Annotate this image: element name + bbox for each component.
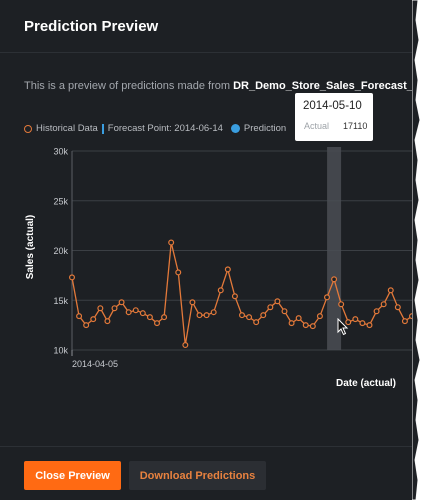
legend-historical[interactable]: Historical Data bbox=[36, 123, 98, 134]
historical-legend-icon bbox=[24, 124, 32, 133]
data-point[interactable] bbox=[345, 319, 352, 326]
data-point[interactable] bbox=[111, 305, 118, 312]
data-point[interactable] bbox=[139, 310, 146, 317]
data-point[interactable] bbox=[76, 313, 83, 320]
data-point[interactable] bbox=[260, 312, 267, 319]
data-point[interactable] bbox=[154, 320, 161, 327]
historical-data-points bbox=[68, 239, 416, 349]
data-point[interactable] bbox=[253, 319, 260, 326]
x-axis-label: Date (actual) bbox=[336, 378, 396, 389]
chart-legend: Historical Data Forecast Point: 2014-06-… bbox=[24, 123, 286, 134]
data-point[interactable] bbox=[68, 274, 75, 281]
prediction-legend-icon bbox=[230, 124, 240, 133]
data-point[interactable] bbox=[359, 320, 366, 327]
data-point[interactable] bbox=[189, 299, 196, 306]
data-point[interactable] bbox=[288, 320, 295, 327]
data-point[interactable] bbox=[352, 316, 359, 323]
sales-line-chart[interactable]: 10k 15k 20k 25k 30k 2014-04-05 Sales (actual… bbox=[0, 140, 416, 400]
data-point[interactable] bbox=[168, 239, 175, 246]
forecast-point-legend-icon bbox=[101, 123, 104, 134]
footer-divider bbox=[0, 446, 416, 447]
data-point[interactable] bbox=[224, 266, 231, 273]
data-point[interactable] bbox=[90, 316, 97, 323]
data-point[interactable] bbox=[309, 323, 316, 330]
chart-tooltip: 2014-05-10 Actual 17110 bbox=[295, 93, 373, 141]
data-point[interactable] bbox=[203, 312, 210, 319]
data-point[interactable] bbox=[267, 304, 274, 311]
mouse-pointer-icon bbox=[337, 318, 349, 336]
description-prefix: This is a preview of predictions made fr… bbox=[24, 80, 234, 92]
data-point[interactable] bbox=[97, 305, 104, 312]
description-source-name: DR_Demo_Store_Sales_Forecast_Pre bbox=[233, 80, 416, 92]
y-tick-label: 15k bbox=[53, 296, 68, 306]
data-point[interactable] bbox=[295, 315, 302, 322]
y-tick-label: 30k bbox=[53, 147, 68, 157]
dialog-title: Prediction Preview bbox=[24, 18, 159, 35]
y-tick-label: 10k bbox=[53, 346, 68, 356]
data-point[interactable] bbox=[246, 314, 253, 321]
data-point[interactable] bbox=[83, 322, 90, 329]
data-point[interactable] bbox=[331, 276, 338, 283]
data-point[interactable] bbox=[182, 342, 189, 349]
data-point[interactable] bbox=[118, 299, 125, 306]
data-point[interactable] bbox=[324, 294, 331, 301]
y-axis-label: Sales (actual) bbox=[25, 215, 36, 279]
y-tick-label: 20k bbox=[53, 246, 68, 256]
historical-data-line bbox=[71, 242, 413, 346]
y-axis-ticks: 10k 15k 20k 25k 30k bbox=[53, 147, 68, 356]
data-point[interactable] bbox=[231, 293, 238, 300]
data-point[interactable] bbox=[210, 309, 217, 316]
legend-forecast-point[interactable]: Forecast Point: 2014-06-14 bbox=[107, 123, 223, 134]
data-point[interactable] bbox=[302, 322, 309, 329]
x-axis-ticks: 2014-04-05 bbox=[71, 350, 118, 369]
hover-highlight-band bbox=[327, 147, 342, 350]
data-point[interactable] bbox=[125, 309, 132, 316]
data-point[interactable] bbox=[146, 314, 153, 321]
data-point[interactable] bbox=[132, 307, 139, 314]
tooltip-value: 17110 bbox=[343, 121, 368, 131]
tooltip-date: 2014-05-10 bbox=[303, 100, 362, 112]
data-point[interactable] bbox=[175, 269, 182, 276]
legend-prediction[interactable]: Prediction bbox=[243, 123, 287, 134]
data-point[interactable] bbox=[281, 308, 288, 315]
data-point[interactable] bbox=[394, 304, 401, 311]
data-point[interactable] bbox=[196, 312, 203, 319]
chart-grid bbox=[71, 150, 416, 356]
header-divider bbox=[0, 52, 416, 53]
data-point[interactable] bbox=[387, 287, 394, 294]
x-tick-label: 2014-04-05 bbox=[72, 359, 118, 369]
dialog-description: This is a preview of predictions made fr… bbox=[24, 80, 416, 92]
data-point[interactable] bbox=[161, 314, 168, 321]
y-tick-label: 25k bbox=[53, 196, 68, 206]
torn-edge-decoration bbox=[412, 0, 422, 500]
data-point[interactable] bbox=[373, 308, 380, 315]
data-point[interactable] bbox=[380, 301, 387, 308]
data-point[interactable] bbox=[316, 313, 323, 320]
data-point[interactable] bbox=[239, 312, 246, 319]
data-point[interactable] bbox=[338, 301, 345, 308]
data-point[interactable] bbox=[401, 318, 408, 325]
data-point[interactable] bbox=[366, 322, 373, 329]
tooltip-key: Actual bbox=[304, 121, 330, 131]
data-point[interactable] bbox=[274, 298, 281, 305]
download-predictions-button[interactable]: Download Predictions bbox=[129, 461, 266, 490]
close-preview-button[interactable]: Close Preview bbox=[24, 461, 121, 490]
data-point[interactable] bbox=[217, 287, 224, 294]
data-point[interactable] bbox=[104, 318, 111, 325]
